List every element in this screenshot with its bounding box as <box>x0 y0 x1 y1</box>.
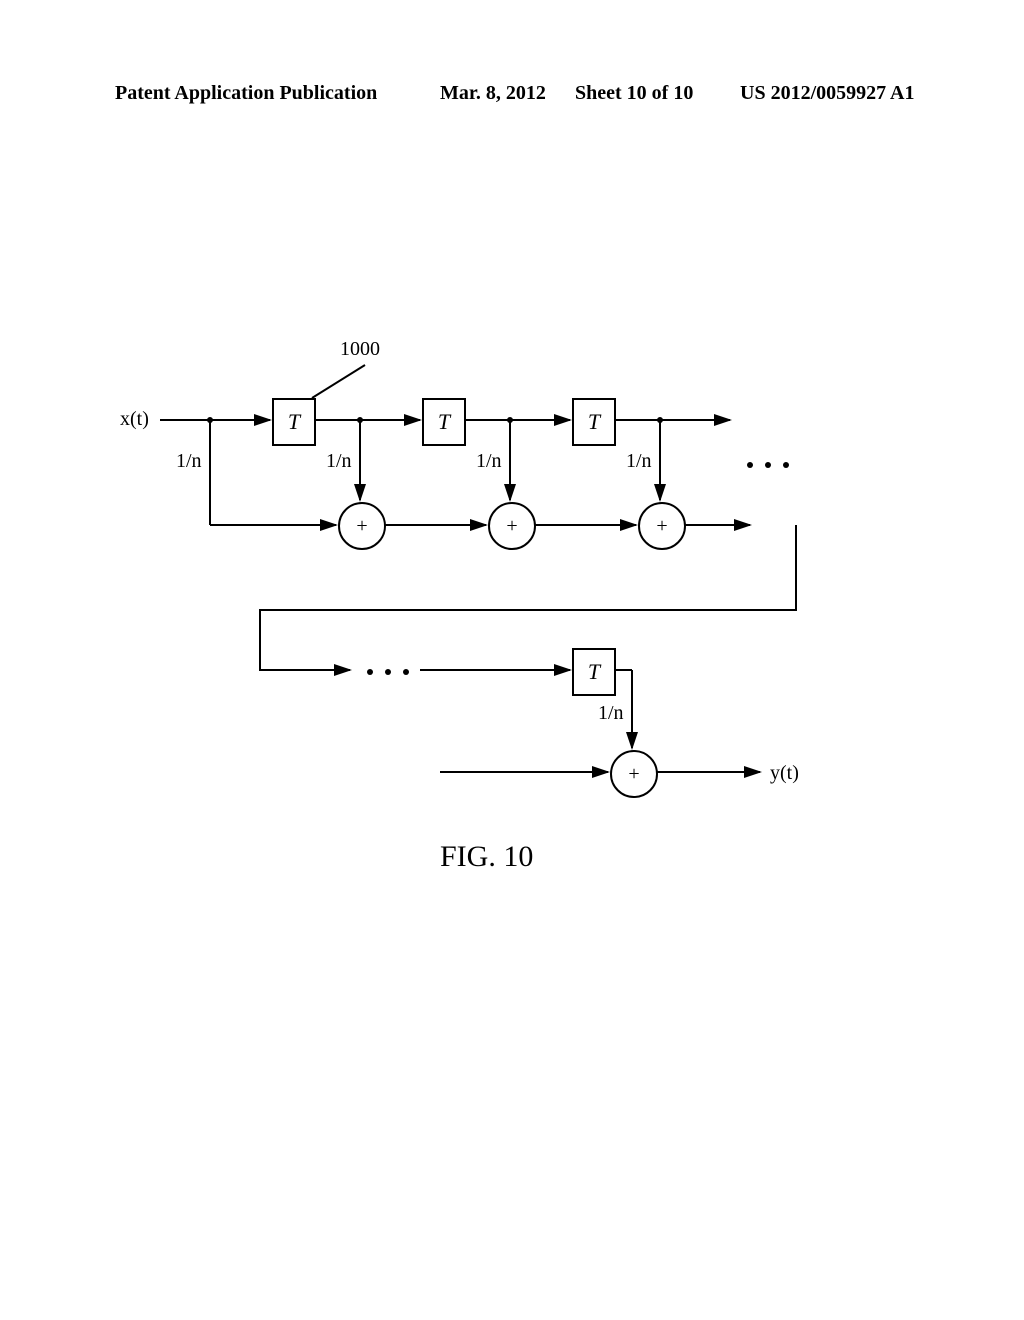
header-pubno: US 2012/0059927 A1 <box>740 82 914 105</box>
tap-label: 1/n <box>476 450 502 473</box>
header-left: Patent Application Publication <box>115 82 377 105</box>
tap-label: 1/n <box>176 450 202 473</box>
adder: + <box>638 502 686 550</box>
tap-label: 1/n <box>598 702 624 725</box>
adder: + <box>338 502 386 550</box>
diagram-lines <box>140 350 900 870</box>
adder: + <box>488 502 536 550</box>
figure-caption: FIG. 10 <box>440 840 533 874</box>
header-date: Mar. 8, 2012 <box>440 82 546 105</box>
delay-box: T <box>422 398 466 446</box>
output-label: y(t) <box>770 762 799 785</box>
delay-box: T <box>572 648 616 696</box>
ref-number: 1000 <box>340 338 380 361</box>
tap-label: 1/n <box>626 450 652 473</box>
tap-label: 1/n <box>326 450 352 473</box>
signal-flow-diagram: x(t) 1000 T T T 1/n 1/n 1/n 1/n + + + T … <box>140 350 900 870</box>
delay-box: T <box>572 398 616 446</box>
adder: + <box>610 750 658 798</box>
header-sheet: Sheet 10 of 10 <box>575 82 693 105</box>
input-label: x(t) <box>120 408 149 431</box>
delay-box: T <box>272 398 316 446</box>
